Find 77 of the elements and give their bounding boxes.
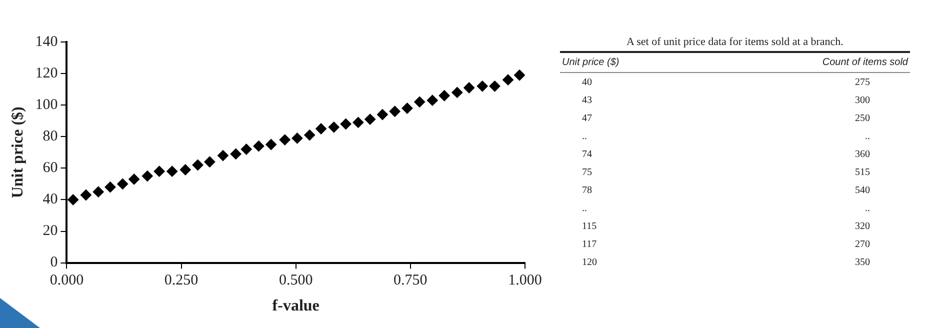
y-tick-label: 60 [42,160,58,176]
point [414,96,426,108]
point [316,123,327,134]
text: 350 [855,256,870,268]
point [304,130,316,141]
point [364,114,376,125]
y-tick-label: 140 [35,34,58,50]
point [230,148,242,160]
category-label: .. [582,202,587,214]
category-label: .. [581,130,588,144]
point [142,170,153,182]
point [128,174,140,185]
category-label: 115 [581,220,598,234]
point [328,122,340,133]
point [402,102,413,114]
point [192,160,204,171]
point [117,178,128,190]
category-label: 75 [581,166,593,180]
point [464,82,475,94]
y-tick-label: 0 [50,254,58,271]
point [80,189,92,200]
point [180,164,191,176]
text: Unit price ($) [560,52,702,72]
point [217,150,228,162]
point [68,194,79,206]
text: 515 [855,166,870,178]
text: 270 [855,238,870,250]
text: 360 [855,148,870,160]
x-tick-label: 0.250 [164,272,198,289]
point [489,80,500,92]
x-tick-label: 1.000 [508,272,542,289]
point [154,166,165,177]
point [452,86,463,98]
text: 275 [855,76,870,88]
point [166,166,178,177]
text: Count of items sold [702,52,910,72]
x-tick-label: 0.000 [50,272,84,289]
text: 300 [855,94,870,106]
category-label: 78 [581,184,593,198]
point [279,134,290,146]
point [502,74,514,86]
point [204,156,216,168]
point [253,140,264,152]
y-axis-title: Unit price ($) [10,106,27,198]
y-tick-label: 40 [42,192,58,208]
point [266,139,277,150]
y-tick-label: 20 [42,223,58,240]
category-label: 43 [581,94,593,108]
point [426,94,438,106]
point [92,186,104,198]
text: A set of unit price data for items sold at a branch. [626,36,844,48]
point [352,116,364,128]
category-label: 120 [581,256,598,270]
category-label: 117 [581,238,598,252]
point [514,70,525,81]
y-tick-label: 80 [42,128,58,145]
point [240,144,252,155]
point [104,182,116,193]
category-label: .. [864,130,871,144]
text: 250 [855,112,870,124]
y-tick-label: 120 [35,65,58,82]
text: 320 [855,220,870,232]
text: 540 [855,184,870,196]
point [389,106,400,117]
point [376,109,388,120]
text: .. [865,202,870,214]
point [340,118,352,130]
category-label: 47 [581,112,593,126]
x-axis-title: f-value [272,298,320,315]
point [292,132,303,144]
x-tick-label: 0.750 [394,272,428,289]
category-label: 40 [581,76,593,90]
x-tick-label: 0.500 [278,272,313,289]
point [476,80,488,92]
category-label: 74 [581,148,593,162]
point [438,90,450,102]
y-tick-label: 100 [35,97,58,114]
